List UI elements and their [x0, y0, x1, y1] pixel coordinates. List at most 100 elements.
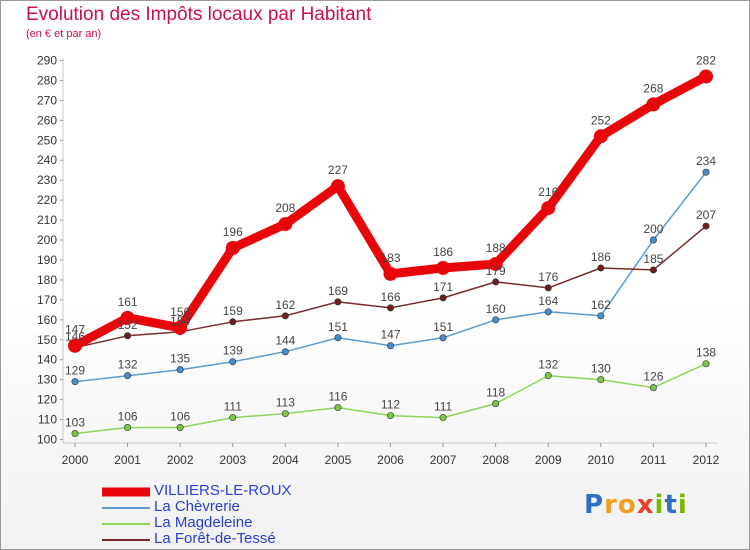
data-label: 166	[380, 290, 400, 304]
data-label: 147	[380, 328, 400, 342]
data-label: 208	[275, 201, 295, 215]
data-point	[597, 312, 605, 320]
data-label: 162	[591, 298, 611, 312]
legend-label: La Chèvrerie	[154, 498, 240, 515]
y-tick-label: 180	[37, 273, 57, 287]
legend-swatch	[102, 487, 150, 497]
data-label: 126	[643, 370, 663, 384]
chart-title: Evolution des Impôts locaux par Habitant	[26, 4, 372, 25]
y-tick-label: 240	[37, 153, 57, 167]
data-point	[330, 179, 345, 194]
y-tick-label: 270	[37, 93, 57, 107]
x-tick-label: 2008	[482, 453, 509, 467]
data-label: 152	[118, 318, 138, 332]
data-point	[597, 376, 605, 384]
data-label: 176	[538, 270, 558, 284]
logo-letter: r	[604, 490, 618, 520]
data-point	[124, 424, 132, 432]
x-tick-label: 2006	[377, 453, 404, 467]
data-point	[492, 316, 500, 324]
y-tick-label: 120	[37, 393, 57, 407]
data-label: 151	[433, 320, 453, 334]
data-point	[646, 97, 661, 112]
data-point	[68, 338, 82, 353]
data-point	[699, 69, 713, 84]
y-tick-label: 230	[37, 173, 57, 187]
data-label: 188	[486, 241, 506, 255]
data-point	[334, 404, 342, 412]
data-label: 106	[118, 410, 138, 424]
data-label: 113	[276, 396, 295, 410]
x-tick-label: 2012	[693, 453, 720, 467]
data-point	[597, 264, 605, 272]
data-point	[281, 312, 289, 320]
data-label: 118	[486, 386, 505, 400]
data-label: 112	[381, 398, 400, 412]
data-point	[124, 372, 132, 380]
y-tick-label: 220	[37, 193, 57, 207]
data-label: 103	[65, 416, 85, 430]
data-point	[439, 414, 447, 422]
x-tick-label: 2002	[167, 453, 194, 467]
data-point	[334, 298, 342, 306]
logo-letter: x	[636, 490, 655, 520]
legend-label: La Magdeleine	[154, 514, 253, 531]
y-tick-label: 160	[37, 313, 57, 327]
data-label: 179	[486, 264, 506, 278]
proxiti-logo: Proxiti	[584, 490, 688, 520]
legend-swatch	[102, 507, 150, 509]
data-label: 106	[170, 410, 190, 424]
x-tick-label: 2005	[325, 453, 352, 467]
data-point	[386, 304, 394, 312]
data-label: 183	[380, 251, 400, 265]
data-label: 154	[170, 314, 190, 328]
data-label: 135	[170, 352, 190, 366]
data-point	[492, 278, 500, 286]
data-label: 216	[538, 185, 558, 199]
data-point	[386, 342, 394, 350]
y-tick-label: 100	[37, 433, 57, 447]
legend-swatch	[102, 539, 150, 541]
data-point	[439, 334, 447, 342]
y-tick-label: 210	[37, 213, 57, 227]
y-tick-label: 140	[37, 353, 57, 367]
legend-label: VILLIERS-LE-ROUX	[154, 482, 292, 499]
data-label: 161	[118, 295, 138, 309]
data-label: 171	[433, 280, 453, 294]
data-point	[544, 308, 552, 316]
data-point	[541, 201, 556, 216]
data-point	[436, 260, 451, 275]
data-label: 282	[696, 53, 716, 67]
x-tick-label: 2003	[219, 453, 246, 467]
data-point	[492, 400, 500, 408]
data-label: 207	[696, 208, 716, 222]
data-label: 169	[328, 284, 348, 298]
data-point	[225, 241, 240, 256]
x-tick-label: 2000	[62, 453, 89, 467]
logo-letter: o	[617, 490, 637, 520]
data-point	[649, 266, 657, 274]
data-label: 186	[591, 250, 611, 264]
data-label: 129	[65, 364, 85, 378]
y-tick-label: 290	[37, 54, 57, 68]
data-label: 200	[643, 222, 663, 236]
legend-swatch	[102, 523, 150, 525]
data-point	[702, 168, 710, 176]
data-label: 160	[486, 302, 506, 316]
data-point	[702, 360, 710, 368]
y-tick-label: 110	[38, 413, 57, 427]
data-label: 116	[328, 390, 347, 404]
data-label: 139	[223, 344, 243, 358]
data-point	[702, 222, 710, 230]
x-tick-label: 2001	[114, 453, 141, 467]
data-label: 111	[224, 400, 243, 414]
x-tick-label: 2007	[430, 453, 457, 467]
data-label: 138	[696, 346, 716, 360]
data-point	[383, 266, 398, 281]
data-label: 196	[223, 225, 243, 239]
data-point	[593, 129, 608, 144]
data-label: 146	[65, 330, 85, 344]
data-label: 268	[643, 81, 663, 95]
